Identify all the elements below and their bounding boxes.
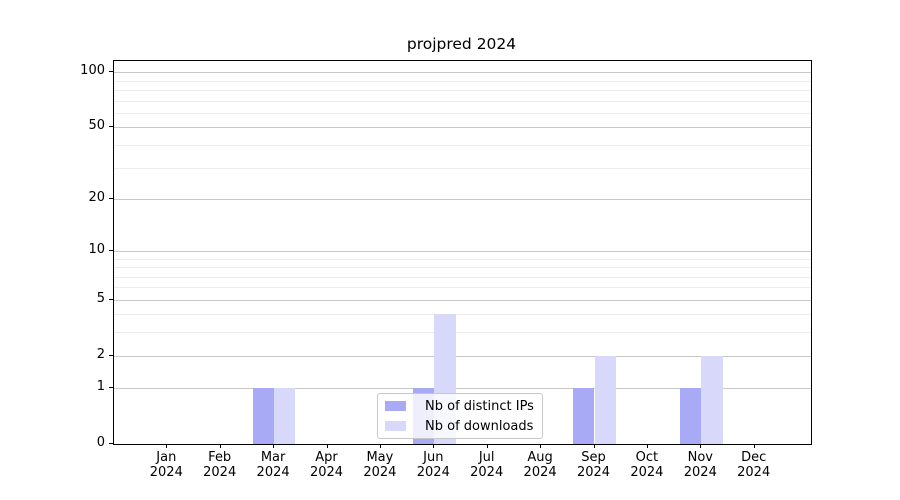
legend-row-downloads: Nb of downloads [385, 418, 542, 435]
gridline-major [114, 198, 811, 200]
x-tick-label: Jun 2024 [416, 450, 450, 480]
x-tick-mark [700, 444, 702, 448]
gridline-minor [114, 100, 811, 102]
y-tick-mark [109, 354, 113, 356]
gridline-minor [114, 80, 811, 82]
x-tick-mark [273, 444, 275, 448]
x-tick-label: Dec 2024 [737, 450, 771, 480]
y-tick-label: 5 [96, 290, 105, 306]
y-tick-label: 2 [96, 346, 105, 362]
y-tick-label: 1 [96, 379, 105, 395]
bar-downloads [701, 355, 723, 444]
x-tick-mark [540, 444, 542, 448]
bar-distinct-ips [679, 388, 702, 444]
y-tick-mark [109, 249, 113, 251]
x-tick-mark [326, 444, 328, 448]
gridline-minor [114, 314, 811, 316]
x-tick-label: Mar 2024 [256, 450, 290, 480]
x-tick-label: Jul 2024 [470, 450, 504, 480]
y-tick-label: 100 [80, 63, 105, 79]
gridline-major [114, 250, 811, 252]
x-tick-mark [753, 444, 755, 448]
legend: Nb of distinct IPs Nb of downloads [377, 393, 543, 439]
bar-distinct-ips [252, 388, 275, 444]
legend-label-distinct-ips: Nb of distinct IPs [425, 398, 534, 414]
x-tick-label: Apr 2024 [309, 450, 344, 480]
legend-row-distinct-ips: Nb of distinct IPs [385, 398, 542, 415]
gridline-major [114, 355, 811, 357]
gridline-minor [114, 276, 811, 278]
x-tick-label: Sep 2024 [576, 450, 611, 480]
x-tick-label: Jan 2024 [149, 450, 183, 480]
gridline-minor [114, 332, 811, 334]
bar-distinct-ips [573, 388, 595, 444]
gridline-major [114, 72, 811, 74]
gridline-minor [114, 287, 811, 289]
x-tick-label: Aug 2024 [523, 450, 557, 480]
gridline-minor [114, 113, 811, 114]
y-tick-mark [109, 443, 113, 444]
x-tick-mark [166, 444, 168, 448]
x-tick-mark [593, 444, 595, 448]
x-tick-label: May 2024 [363, 450, 397, 480]
gridline-major [114, 388, 811, 390]
legend-swatch-distinct-ips [385, 401, 406, 411]
legend-swatch-downloads [385, 421, 406, 431]
x-tick-label: Oct 2024 [630, 450, 664, 480]
y-tick-mark [109, 298, 113, 300]
gridline-major [114, 127, 811, 129]
bar-downloads [274, 388, 296, 444]
bar-downloads [594, 355, 616, 444]
y-tick-label: 20 [88, 189, 105, 205]
gridline-minor [114, 258, 811, 260]
gridline-minor [114, 167, 811, 169]
y-tick-label: 10 [88, 241, 105, 257]
y-tick-label: 50 [88, 118, 105, 134]
gridline-major [114, 299, 811, 301]
x-tick-mark [646, 444, 648, 448]
x-tick-mark [219, 444, 221, 448]
y-tick-mark [109, 71, 113, 73]
y-tick-label: 0 [96, 435, 105, 450]
y-tick-mark [109, 126, 113, 128]
chart-title: projpred 2024 [406, 35, 517, 53]
gridline-minor [114, 90, 811, 92]
x-tick-mark [433, 444, 435, 448]
x-tick-label: Feb 2024 [203, 450, 237, 480]
y-tick-mark [109, 387, 113, 389]
gridline-minor [114, 267, 811, 269]
x-tick-mark [379, 444, 381, 448]
x-tick-mark [486, 444, 488, 448]
x-tick-label: Nov 2024 [683, 450, 717, 480]
legend-label-downloads: Nb of downloads [425, 418, 534, 434]
gridline-minor [114, 145, 811, 146]
plot-area [113, 60, 812, 445]
y-tick-mark [109, 197, 113, 199]
